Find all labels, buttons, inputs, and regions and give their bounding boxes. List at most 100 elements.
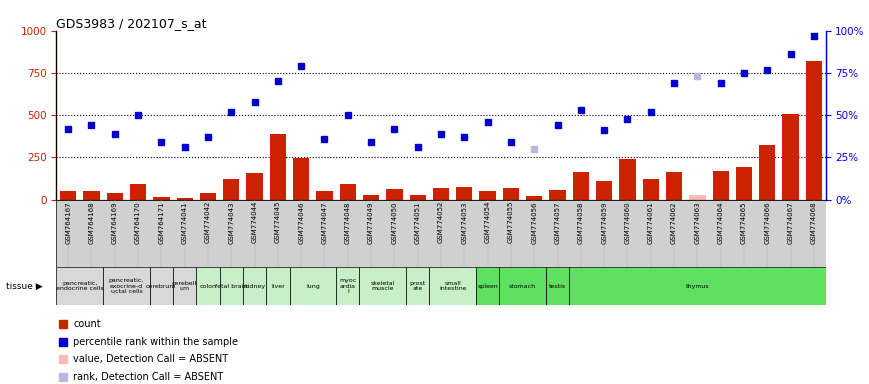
Text: GSM774062: GSM774062 bbox=[671, 201, 677, 243]
Bar bbox=[526, 196, 542, 200]
Text: kidney: kidney bbox=[244, 283, 265, 289]
Text: testis: testis bbox=[549, 283, 566, 289]
Text: cerebrum: cerebrum bbox=[146, 283, 176, 289]
Bar bbox=[782, 114, 799, 200]
Bar bbox=[546, 267, 569, 305]
Text: value, Detection Call = ABSENT: value, Detection Call = ABSENT bbox=[73, 354, 229, 364]
Bar bbox=[760, 145, 775, 200]
Text: GSM764167: GSM764167 bbox=[65, 201, 71, 244]
Text: spleen: spleen bbox=[477, 283, 498, 289]
Text: GSM774060: GSM774060 bbox=[625, 201, 630, 244]
Bar bbox=[56, 267, 103, 305]
Bar bbox=[196, 267, 220, 305]
Text: tissue ▶: tissue ▶ bbox=[6, 281, 43, 291]
Text: GSM774054: GSM774054 bbox=[485, 201, 491, 243]
Text: GSM764170: GSM764170 bbox=[135, 201, 141, 244]
Text: GSM774066: GSM774066 bbox=[765, 201, 770, 244]
Text: stomach: stomach bbox=[509, 283, 536, 289]
Text: GSM774055: GSM774055 bbox=[508, 201, 514, 243]
Bar bbox=[736, 167, 753, 200]
Bar bbox=[289, 267, 336, 305]
Text: GSM774053: GSM774053 bbox=[461, 201, 468, 243]
Text: pancreatic,
endocrine cells: pancreatic, endocrine cells bbox=[56, 281, 103, 291]
Text: GSM774050: GSM774050 bbox=[391, 201, 397, 243]
Text: GSM774061: GSM774061 bbox=[647, 201, 653, 244]
Text: GSM774047: GSM774047 bbox=[322, 201, 328, 243]
Text: GSM764169: GSM764169 bbox=[112, 201, 117, 244]
Bar bbox=[83, 191, 100, 200]
Bar bbox=[269, 134, 286, 200]
Bar bbox=[406, 267, 429, 305]
Text: liver: liver bbox=[271, 283, 285, 289]
Text: GSM774067: GSM774067 bbox=[787, 201, 793, 244]
Text: count: count bbox=[73, 319, 101, 329]
Text: lung: lung bbox=[306, 283, 320, 289]
Text: cerebell
um: cerebell um bbox=[172, 281, 197, 291]
Bar bbox=[666, 172, 682, 200]
Bar bbox=[173, 267, 196, 305]
Text: GSM774046: GSM774046 bbox=[298, 201, 304, 243]
Text: fetal brain: fetal brain bbox=[216, 283, 248, 289]
Bar bbox=[266, 267, 289, 305]
Bar bbox=[456, 187, 473, 200]
Bar bbox=[806, 61, 822, 200]
Bar bbox=[386, 189, 402, 200]
Bar bbox=[689, 195, 706, 200]
Bar bbox=[149, 267, 173, 305]
Text: GSM774048: GSM774048 bbox=[345, 201, 351, 243]
Bar bbox=[200, 193, 216, 200]
Bar bbox=[247, 173, 262, 200]
Text: GSM774049: GSM774049 bbox=[368, 201, 374, 243]
Text: rank, Detection Call = ABSENT: rank, Detection Call = ABSENT bbox=[73, 372, 223, 382]
Bar bbox=[220, 267, 243, 305]
Text: thymus: thymus bbox=[686, 283, 709, 289]
Text: GSM774043: GSM774043 bbox=[229, 201, 235, 243]
Text: GSM774058: GSM774058 bbox=[578, 201, 584, 243]
Bar bbox=[549, 190, 566, 200]
Text: GDS3983 / 202107_s_at: GDS3983 / 202107_s_at bbox=[56, 17, 207, 30]
Bar bbox=[596, 181, 613, 200]
Bar bbox=[503, 188, 519, 200]
Bar bbox=[60, 191, 76, 200]
Bar bbox=[316, 191, 333, 200]
Text: GSM764168: GSM764168 bbox=[89, 201, 95, 244]
Bar bbox=[409, 195, 426, 200]
Bar bbox=[103, 267, 149, 305]
Bar bbox=[176, 198, 193, 200]
Text: GSM774068: GSM774068 bbox=[811, 201, 817, 244]
Bar bbox=[573, 172, 589, 200]
Bar bbox=[433, 188, 449, 200]
Bar bbox=[363, 195, 379, 200]
Text: GSM774051: GSM774051 bbox=[415, 201, 421, 243]
Text: GSM774041: GSM774041 bbox=[182, 201, 188, 243]
Bar bbox=[569, 267, 826, 305]
Text: myoc
ardia
l: myoc ardia l bbox=[339, 278, 356, 294]
Bar bbox=[429, 267, 476, 305]
Text: skeletal
muscle: skeletal muscle bbox=[370, 281, 395, 291]
Text: GSM774042: GSM774042 bbox=[205, 201, 211, 243]
Text: GSM774056: GSM774056 bbox=[531, 201, 537, 243]
Text: GSM774059: GSM774059 bbox=[601, 201, 607, 243]
Bar bbox=[642, 179, 659, 200]
Text: GSM774057: GSM774057 bbox=[554, 201, 561, 243]
Text: colon: colon bbox=[200, 283, 216, 289]
Text: pancreatic,
exocrine-d
uctal cells: pancreatic, exocrine-d uctal cells bbox=[109, 278, 144, 294]
Bar bbox=[243, 267, 266, 305]
Text: prost
ate: prost ate bbox=[409, 281, 426, 291]
Bar bbox=[293, 158, 309, 200]
Text: percentile rank within the sample: percentile rank within the sample bbox=[73, 337, 238, 347]
Text: GSM774065: GSM774065 bbox=[741, 201, 747, 243]
Bar bbox=[713, 171, 729, 200]
Text: GSM774064: GSM774064 bbox=[718, 201, 724, 243]
Bar bbox=[129, 184, 146, 200]
Text: GSM774045: GSM774045 bbox=[275, 201, 281, 243]
Text: small
intestine: small intestine bbox=[439, 281, 467, 291]
Text: GSM774052: GSM774052 bbox=[438, 201, 444, 243]
Text: GSM774063: GSM774063 bbox=[694, 201, 700, 244]
Bar bbox=[500, 267, 546, 305]
Text: GSM764171: GSM764171 bbox=[158, 201, 164, 244]
Bar bbox=[340, 184, 356, 200]
Bar bbox=[620, 159, 635, 200]
Bar bbox=[476, 267, 500, 305]
Bar bbox=[360, 267, 406, 305]
